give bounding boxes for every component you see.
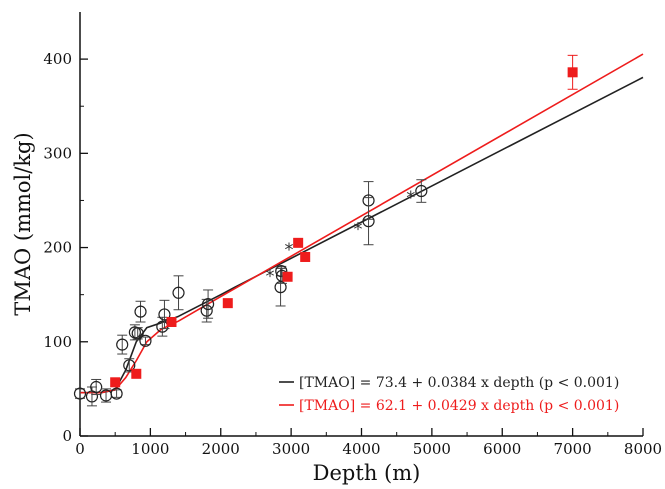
x-tick-label: 0 [75, 440, 85, 458]
x-tick-label: 3000 [272, 440, 310, 458]
circle-point [116, 338, 129, 351]
circle-point [200, 304, 213, 317]
circle-point [131, 327, 144, 340]
y-tick-label: 400 [43, 50, 72, 68]
x-tick-label: 8000 [624, 440, 662, 458]
x-tick-label: 5000 [413, 440, 451, 458]
y-tick-label: 0 [62, 427, 72, 445]
y-tick-label: 200 [43, 239, 72, 257]
circle-point [172, 286, 185, 299]
square-point [282, 271, 293, 282]
circle-point [73, 387, 87, 400]
asterisk-point: * [285, 240, 294, 261]
circle-point [415, 184, 428, 198]
circle-point [139, 334, 152, 347]
circle-point [201, 297, 215, 311]
asterisk-point: * [406, 188, 415, 209]
square-point [166, 316, 177, 327]
red-fit-line [80, 53, 644, 394]
circle-point [123, 359, 136, 372]
data-markers: * * * * [73, 54, 578, 407]
circle-point [362, 215, 375, 228]
square-point [110, 377, 121, 388]
legend: [TMAO] = 73.4 + 0.0384 x depth (p < 0.00… [279, 375, 619, 414]
x-tick-label: 6000 [483, 440, 521, 458]
circle-point [275, 265, 288, 278]
circle-point [110, 387, 123, 400]
square-point [300, 251, 311, 262]
square-point [131, 368, 142, 379]
asterisk-point: * [266, 266, 275, 287]
x-tick-label: 7000 [554, 440, 592, 458]
square-point [293, 237, 304, 248]
circle-point [90, 380, 103, 394]
legend-label: [TMAO] = 73.4 + 0.0384 x depth (p < 0.00… [299, 375, 619, 391]
fit-lines [80, 53, 644, 394]
x-axis-title: Depth (m) [313, 461, 421, 485]
asterisk-point: * [353, 219, 362, 240]
y-tick-label: 300 [43, 144, 72, 162]
x-tick-label: 2000 [202, 440, 240, 458]
legend-label: [TMAO] = 62.1 + 0.0429 x depth (p < 0.00… [299, 398, 619, 414]
x-tick-label: 1000 [131, 440, 169, 458]
square-point [222, 298, 233, 309]
circle-point [134, 305, 147, 318]
y-axis-title: TMAO (mmol/kg) [11, 132, 35, 315]
axes: 0 1000 2000 3000 4000 5000 6000 7000 8000 0 100 200… [11, 12, 662, 485]
square-point [567, 67, 578, 78]
x-tick-label: 4000 [342, 440, 380, 458]
circle-point [158, 308, 171, 321]
y-tick-label: 100 [43, 333, 72, 351]
